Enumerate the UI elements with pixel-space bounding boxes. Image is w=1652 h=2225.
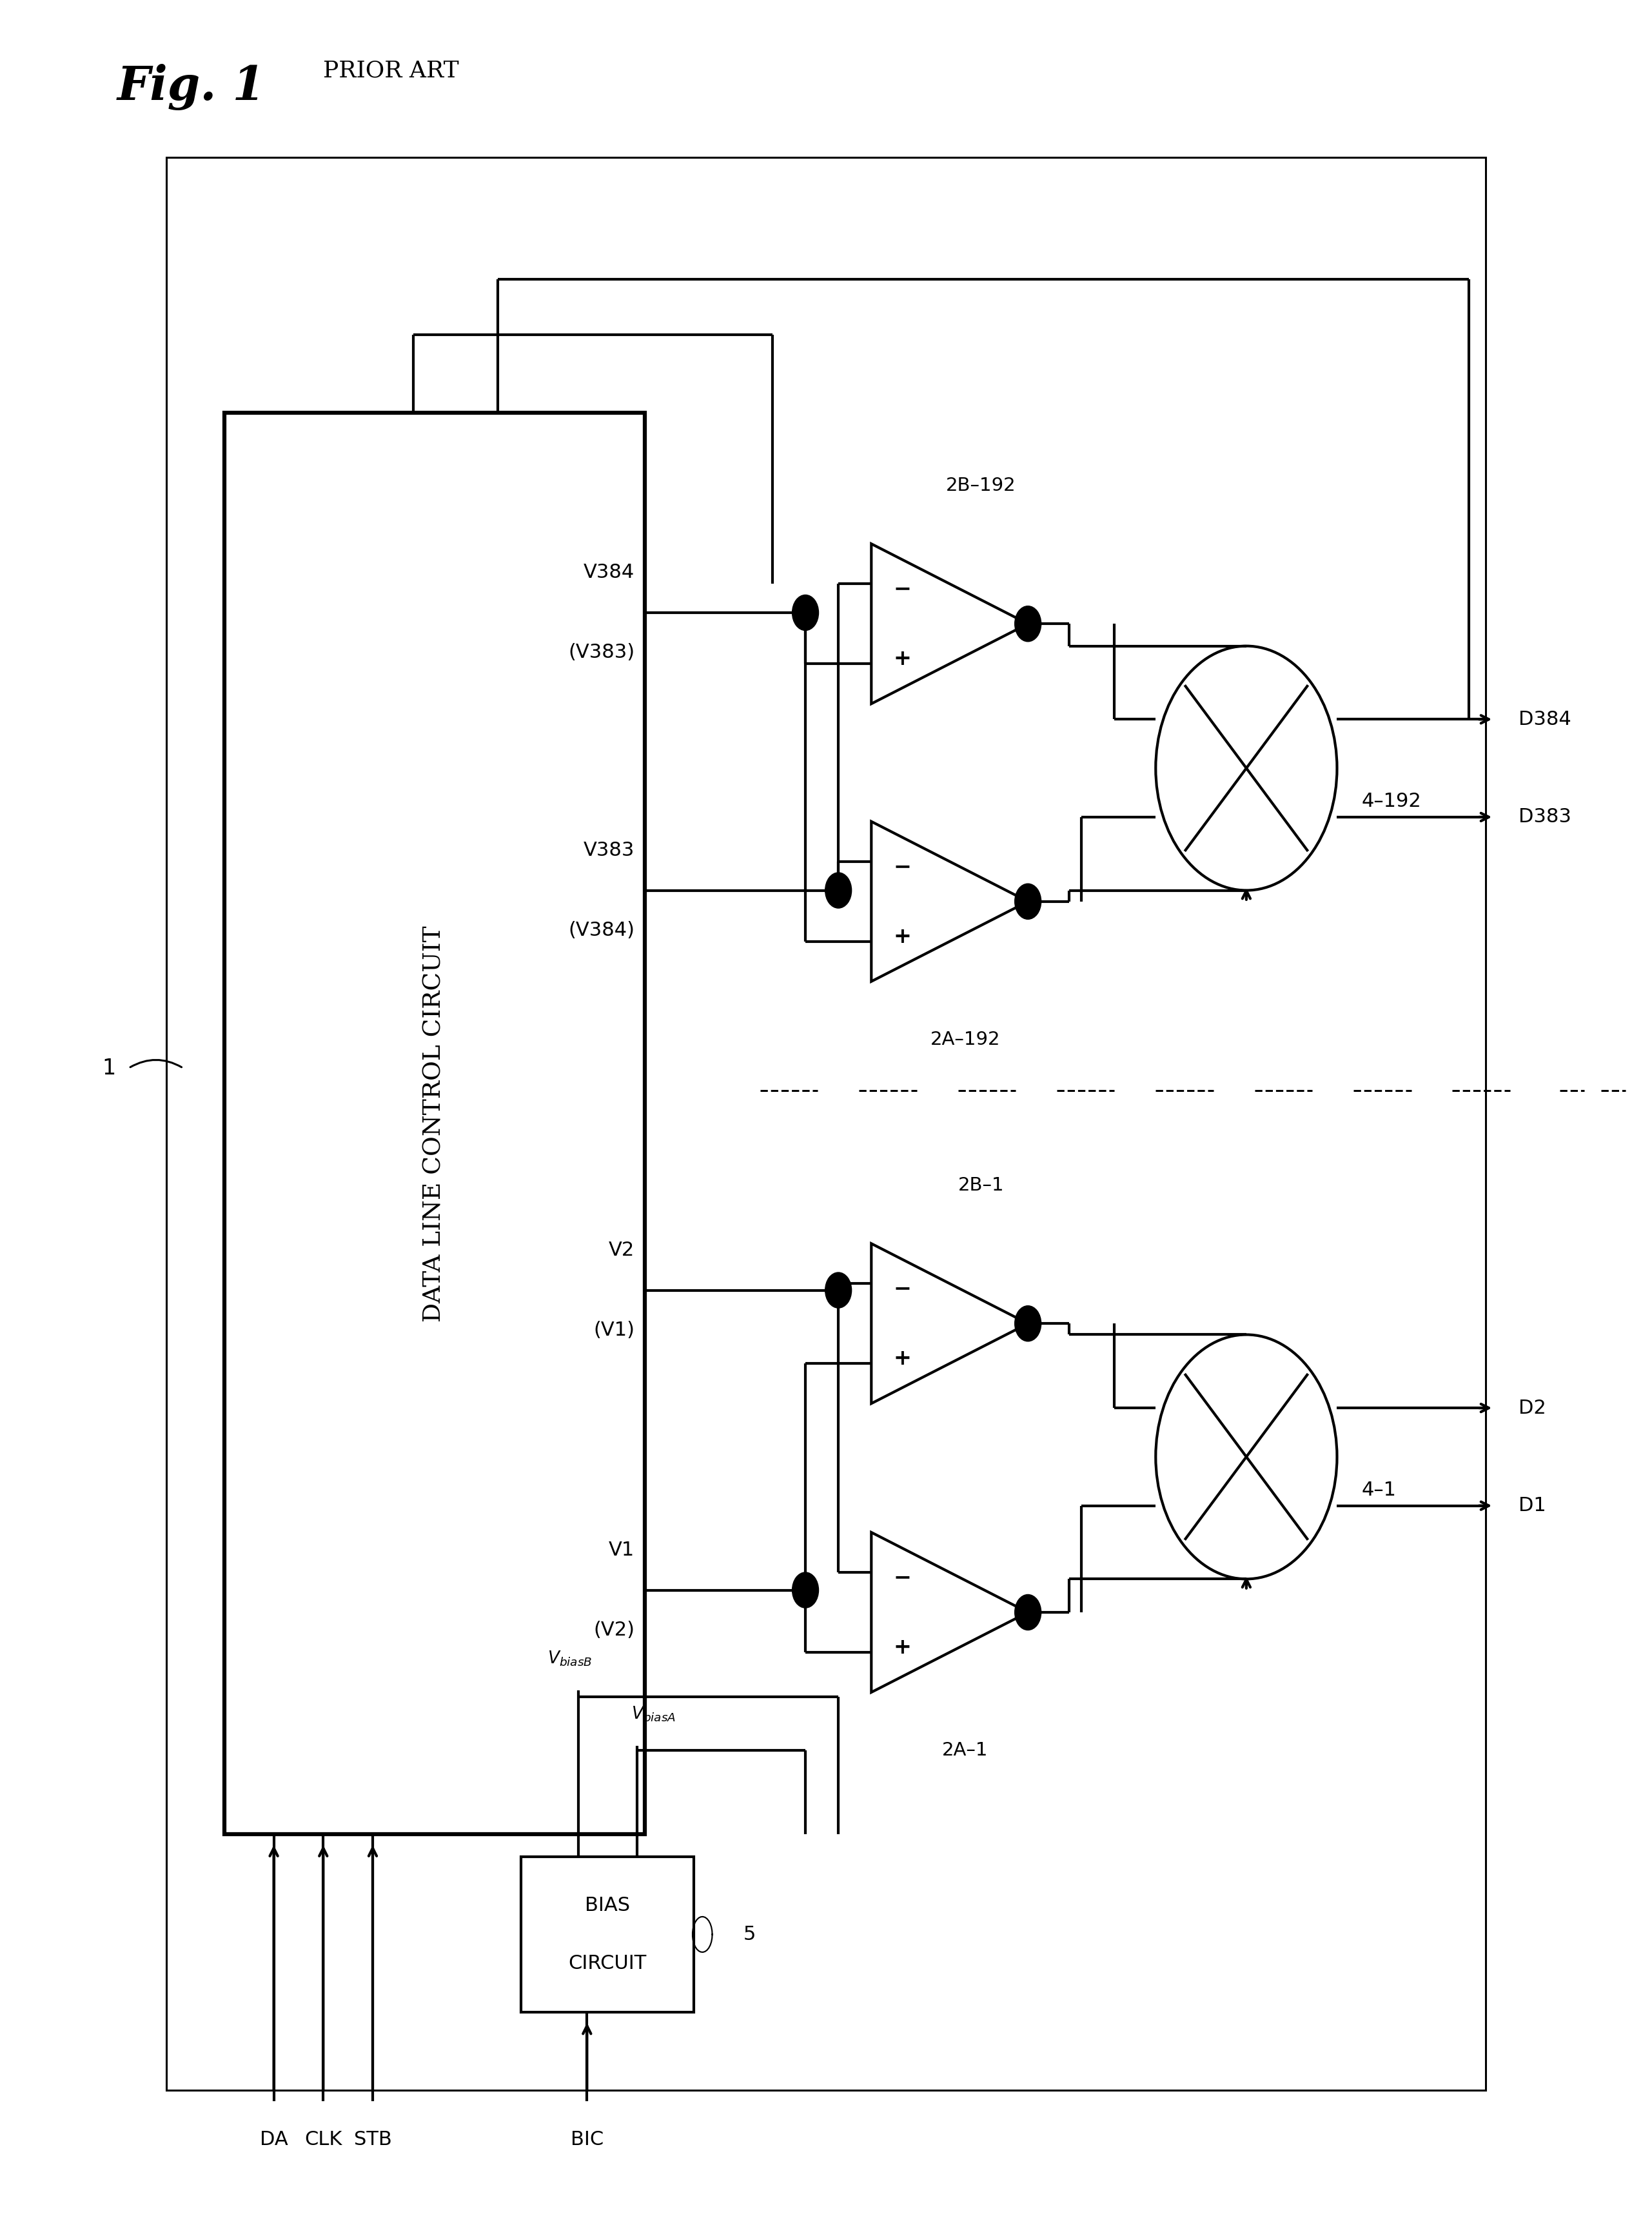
Text: +: + xyxy=(894,1638,912,1658)
Text: DA: DA xyxy=(259,2129,287,2149)
Bar xyxy=(520,1856,694,2011)
Text: D383: D383 xyxy=(1518,808,1571,825)
Text: D2: D2 xyxy=(1518,1400,1546,1417)
Text: BIAS: BIAS xyxy=(585,1896,629,1916)
Text: (V1): (V1) xyxy=(593,1322,634,1339)
Text: 1: 1 xyxy=(102,1057,116,1079)
Text: +: + xyxy=(894,1348,912,1368)
Text: D384: D384 xyxy=(1518,710,1571,728)
Text: CLK: CLK xyxy=(304,2129,342,2149)
Circle shape xyxy=(826,1273,851,1308)
Text: +: + xyxy=(894,926,912,948)
Circle shape xyxy=(793,1573,819,1609)
Bar xyxy=(225,414,644,1833)
Text: D1: D1 xyxy=(1518,1497,1546,1515)
Text: (V384): (V384) xyxy=(568,921,634,939)
Text: STB: STB xyxy=(354,2129,392,2149)
Text: 2B–1: 2B–1 xyxy=(958,1177,1004,1195)
Text: −: − xyxy=(894,857,912,877)
Text: 2B–192: 2B–192 xyxy=(947,476,1016,494)
Text: V1: V1 xyxy=(610,1540,634,1560)
Circle shape xyxy=(1014,605,1041,641)
Text: V2: V2 xyxy=(610,1242,634,1259)
Text: PRIOR ART: PRIOR ART xyxy=(324,60,459,82)
Text: −: − xyxy=(894,578,912,599)
Circle shape xyxy=(1014,883,1041,919)
Text: 2A–1: 2A–1 xyxy=(942,1742,988,1760)
Text: −: − xyxy=(894,1277,912,1299)
Text: DATA LINE CONTROL CIRCUIT: DATA LINE CONTROL CIRCUIT xyxy=(423,926,446,1322)
Bar xyxy=(167,158,1485,2089)
Text: +: + xyxy=(894,647,912,670)
Circle shape xyxy=(1014,1595,1041,1631)
Text: Fig. 1: Fig. 1 xyxy=(117,65,266,111)
Text: 4–192: 4–192 xyxy=(1361,792,1421,810)
Text: −: − xyxy=(894,1566,912,1589)
Circle shape xyxy=(826,872,851,908)
Text: $V_{biasB}$: $V_{biasB}$ xyxy=(547,1649,593,1669)
Text: V384: V384 xyxy=(583,563,634,583)
Text: CIRCUIT: CIRCUIT xyxy=(568,1954,646,1974)
Text: V383: V383 xyxy=(583,841,634,859)
Text: 2A–192: 2A–192 xyxy=(930,1030,999,1048)
Text: BIC: BIC xyxy=(570,2129,603,2149)
Text: 4–1: 4–1 xyxy=(1361,1482,1396,1500)
Text: (V2): (V2) xyxy=(593,1620,634,1640)
Text: $V_{biasA}$: $V_{biasA}$ xyxy=(631,1704,676,1724)
Text: (V383): (V383) xyxy=(568,643,634,663)
Circle shape xyxy=(1014,1306,1041,1342)
Circle shape xyxy=(793,594,819,630)
Text: 5: 5 xyxy=(743,1925,757,1945)
